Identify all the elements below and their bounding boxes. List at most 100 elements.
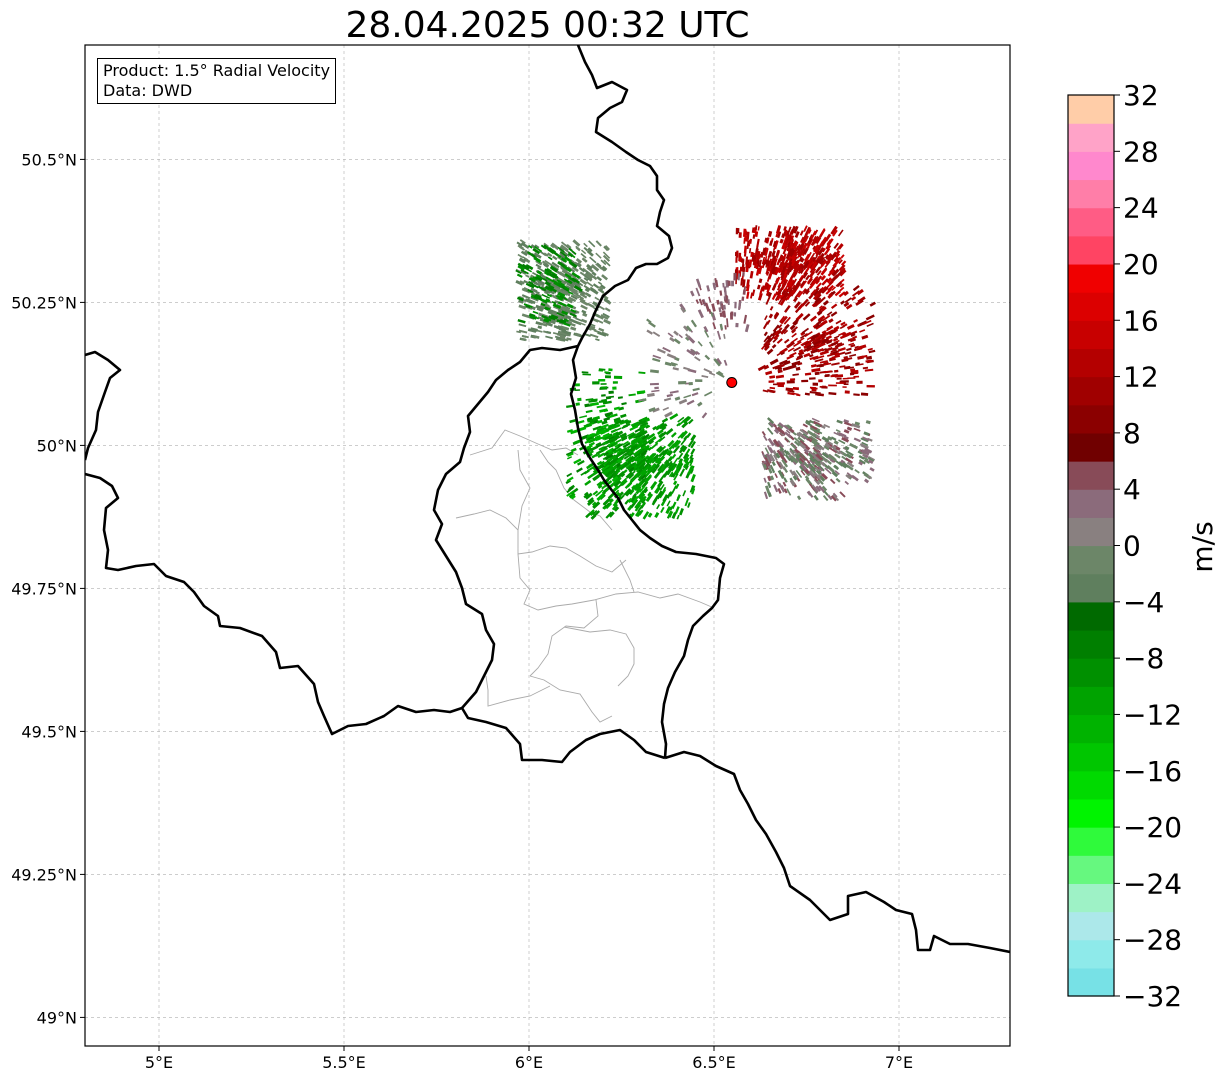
velocity-echo-cell bbox=[633, 451, 642, 459]
velocity-echo-cell bbox=[551, 250, 559, 257]
velocity-echo-cell bbox=[597, 484, 603, 489]
velocity-echo-cell bbox=[583, 284, 591, 291]
velocity-echo-cell bbox=[809, 258, 814, 264]
velocity-echo-cell bbox=[712, 322, 717, 330]
velocity-echo-cell bbox=[528, 283, 534, 288]
velocity-echo-cell bbox=[516, 273, 523, 278]
velocity-echo-cell bbox=[753, 260, 756, 266]
velocity-echo-cell bbox=[773, 428, 780, 434]
velocity-echo-cell bbox=[697, 340, 703, 347]
velocity-echo-cell bbox=[541, 293, 551, 299]
velocity-echo-cell bbox=[813, 300, 820, 308]
velocity-echo-cell bbox=[783, 360, 791, 366]
velocity-echo-cell bbox=[822, 300, 829, 306]
velocity-echo-cell bbox=[634, 502, 641, 510]
velocity-echo-cell bbox=[543, 263, 549, 268]
velocity-echo-cell bbox=[845, 450, 854, 457]
velocity-echo-cell bbox=[763, 331, 768, 337]
velocity-echo-cell bbox=[641, 417, 647, 422]
velocity-echo-cell bbox=[772, 438, 781, 448]
velocity-echo-cell bbox=[657, 463, 665, 472]
velocity-echo-cell bbox=[654, 486, 661, 494]
velocity-echo-cell bbox=[629, 444, 638, 452]
velocity-echo-cell bbox=[520, 250, 528, 257]
velocity-echo-cell bbox=[735, 322, 739, 328]
velocity-echo-cell bbox=[846, 426, 853, 431]
velocity-echo-cell bbox=[816, 436, 822, 442]
velocity-echo-cell bbox=[551, 273, 558, 279]
velocity-echo-cell bbox=[851, 423, 861, 429]
velocity-echo-cell bbox=[827, 284, 835, 292]
velocity-echo-cell bbox=[786, 354, 795, 360]
velocity-echo-cell bbox=[589, 256, 597, 264]
velocity-echo-cell bbox=[808, 419, 815, 424]
velocity-echo-cell bbox=[636, 510, 642, 518]
velocity-echo-cell bbox=[663, 397, 672, 402]
velocity-echo-cell bbox=[566, 303, 574, 309]
velocity-echo-cell bbox=[518, 299, 524, 304]
velocity-echo-cell bbox=[540, 302, 546, 307]
velocity-echo-cell bbox=[780, 327, 787, 335]
velocity-echo-cell bbox=[572, 293, 580, 299]
velocity-echo-cell bbox=[650, 480, 658, 490]
velocity-echo-cell bbox=[627, 431, 635, 437]
velocity-echo-cell bbox=[706, 285, 711, 292]
velocity-echo-cell bbox=[641, 398, 647, 402]
velocity-echo-cell bbox=[835, 319, 842, 325]
velocity-echo-cell bbox=[627, 443, 635, 450]
product-label: Product: 1.5° Radial Velocity bbox=[103, 61, 331, 80]
velocity-echo-cell bbox=[665, 458, 671, 465]
velocity-echo-cell bbox=[576, 262, 582, 267]
velocity-echo-cell bbox=[615, 469, 621, 475]
velocity-echo-cell bbox=[733, 312, 737, 317]
velocity-echo-cell bbox=[647, 491, 652, 497]
velocity-echo-cell bbox=[806, 227, 812, 235]
velocity-echo-cell bbox=[777, 384, 784, 388]
velocity-echo-cell bbox=[761, 256, 766, 265]
velocity-echo-cell bbox=[810, 230, 817, 240]
velocity-echo-cell bbox=[859, 443, 868, 449]
velocity-echo-cell bbox=[517, 253, 524, 259]
velocity-echo-cell bbox=[825, 244, 831, 251]
velocity-echo-cell bbox=[520, 338, 527, 341]
velocity-echo-cell bbox=[854, 345, 859, 349]
canton-border-line bbox=[455, 509, 519, 531]
velocity-echo-cell bbox=[853, 393, 860, 396]
colorbar-ticks: 32 28 24 20 16 12 8 4 0 −4 −8 −12 −16 −20 −24 −28 −32 bbox=[1114, 79, 1182, 1013]
lat-tick-label: 49.5°N bbox=[21, 722, 77, 741]
velocity-echo-cell bbox=[780, 275, 787, 285]
velocity-echo-cell bbox=[600, 383, 607, 385]
velocity-echo-cell bbox=[713, 358, 721, 367]
velocity-echo-cell bbox=[592, 381, 600, 385]
velocity-echo-cell bbox=[547, 252, 553, 258]
velocity-echo-cell bbox=[587, 273, 594, 280]
velocity-echo-cell bbox=[779, 359, 788, 366]
velocity-echo-cell bbox=[821, 247, 826, 253]
velocity-echo-cell bbox=[598, 286, 604, 291]
velocity-echo-cell bbox=[704, 354, 711, 361]
velocity-echo-cell bbox=[814, 292, 820, 298]
velocity-echo-cell bbox=[580, 470, 587, 476]
country-border-line bbox=[85, 472, 463, 736]
velocity-echo-cell bbox=[821, 314, 831, 322]
velocity-echo-cell bbox=[521, 313, 531, 319]
velocity-echo-cell bbox=[520, 268, 529, 275]
velocity-echo-cell bbox=[782, 290, 789, 299]
velocity-echo-cell bbox=[573, 439, 582, 445]
velocity-echo-cell bbox=[808, 353, 814, 358]
velocity-echo-cell bbox=[672, 445, 681, 454]
velocity-echo-cell bbox=[579, 278, 588, 286]
velocity-echo-cell bbox=[533, 252, 542, 259]
velocity-echo-cell bbox=[831, 286, 836, 291]
velocity-echo-cell bbox=[765, 259, 771, 267]
velocity-echo-cell bbox=[792, 475, 798, 481]
velocity-echo-cell bbox=[836, 419, 843, 424]
colorbar-bin bbox=[1068, 517, 1114, 547]
velocity-echo-cell bbox=[793, 281, 801, 291]
velocity-echo-cell bbox=[598, 369, 604, 372]
velocity-echo-cell bbox=[576, 467, 583, 473]
velocity-echo-cell bbox=[786, 226, 792, 236]
velocity-echo-cell bbox=[563, 318, 569, 322]
velocity-echo-cell bbox=[582, 373, 591, 376]
velocity-echo-cell bbox=[630, 436, 640, 444]
